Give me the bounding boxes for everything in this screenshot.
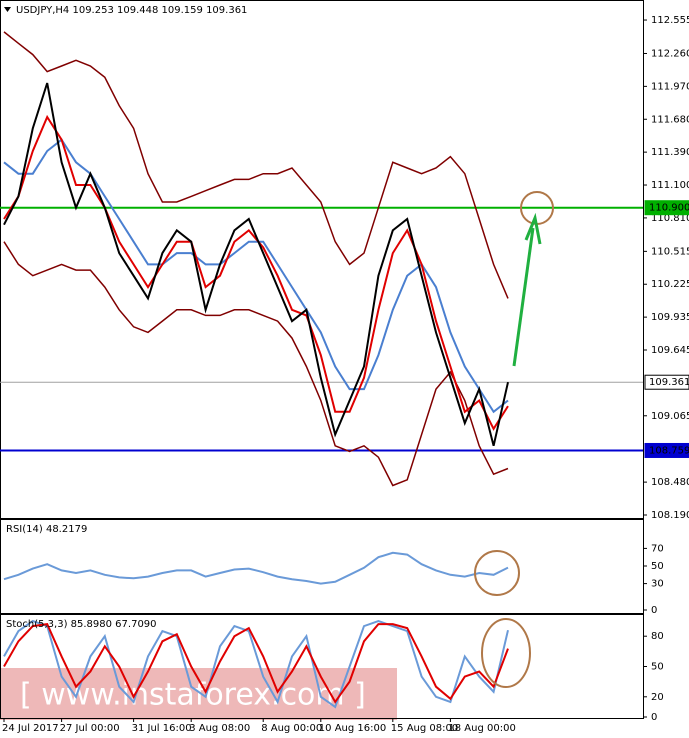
watermark: [ www.instaforex.com ]: [20, 678, 366, 713]
y-tick-label: 109.065: [651, 411, 689, 422]
y-tick-label: 108.190: [651, 510, 689, 521]
panel-title: USDJPY,H4 109.253 109.448 109.159 109.36…: [16, 5, 247, 16]
y-tick-label: 108.480: [651, 477, 689, 488]
series-line: [3, 138, 509, 414]
series-line: [3, 623, 509, 704]
panel-title: RSI(14) 48.2179: [6, 524, 87, 535]
arrow-head: [524, 212, 542, 245]
y-tick-label: 50: [651, 662, 664, 673]
y-tick-label: 80: [651, 631, 664, 642]
x-tick-label: 15 Aug 08:00: [391, 723, 458, 734]
series-line: [3, 241, 509, 487]
annotations: [474, 191, 554, 688]
x-tick-label: 8 Aug 00:00: [261, 723, 322, 734]
arrow: [512, 227, 535, 367]
x-tick-label: 31 Jul 16:00: [132, 723, 192, 734]
x-tick-label: 18 Aug 00:00: [448, 723, 515, 734]
y-tick-label: 111.680: [651, 114, 689, 125]
series-line: [3, 31, 509, 299]
series-line: [3, 551, 509, 585]
y-tick-label: 109.935: [651, 312, 689, 323]
y-tick-label: 0: [651, 712, 657, 723]
y-tick-label: 110.515: [651, 246, 689, 257]
y-tick-label: 110.225: [651, 279, 689, 290]
level-label-box: [644, 374, 689, 390]
y-tick-label: 20: [651, 692, 664, 703]
level-label-box: [644, 442, 689, 458]
circle-marker: [474, 550, 520, 596]
y-tick-label: 110.810: [651, 213, 689, 224]
y-tick-label: 0: [651, 605, 657, 616]
level-label: 110.900: [649, 203, 689, 214]
level-label: 108.759: [649, 445, 689, 456]
y-tick-label: 50: [651, 561, 664, 572]
y-tick-label: 70: [651, 543, 664, 554]
panel-title: Stoch(5,3,3) 85.8980 67.7090: [6, 619, 157, 630]
x-tick-label: 10 Aug 16:00: [319, 723, 386, 734]
x-tick-label: 3 Aug 08:00: [189, 723, 250, 734]
level-label: 109.361: [649, 377, 689, 388]
x-tick-label: 27 Jul 00:00: [60, 723, 120, 734]
y-tick-label: 30: [651, 579, 664, 590]
y-tick-label: 112.260: [651, 48, 689, 59]
y-tick-label: 111.970: [651, 81, 689, 92]
y-tick-label: 109.645: [651, 345, 689, 356]
y-tick-label: 112.555: [651, 15, 689, 26]
title-triangle: [4, 7, 11, 12]
series-line: [3, 82, 509, 447]
x-tick-label: 24 Jul 2017: [2, 723, 59, 734]
y-tick-label: 111.100: [651, 180, 689, 191]
series-line: [3, 619, 509, 709]
panel-frame: [0, 0, 644, 519]
series-line: [3, 114, 509, 431]
circle-marker: [481, 618, 531, 688]
y-tick-label: 111.390: [651, 147, 689, 158]
level-label-box: [644, 200, 689, 216]
